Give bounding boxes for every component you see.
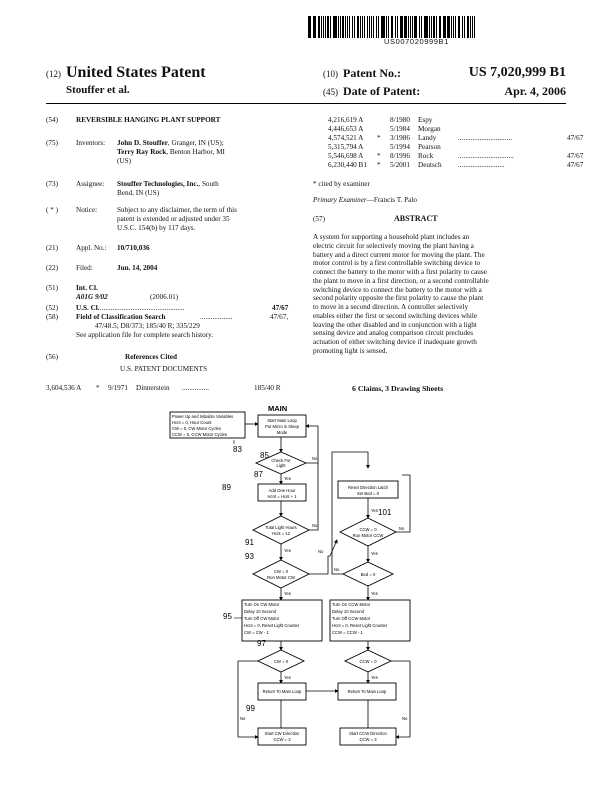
turncw-line-2: Delay 10 Second bbox=[244, 609, 277, 614]
no-label: No bbox=[240, 716, 246, 721]
yes-label: Yes bbox=[284, 548, 291, 553]
ref-91: 91 bbox=[245, 538, 254, 547]
add-line-1: Add One Hour bbox=[269, 488, 296, 493]
yes-label: Yes bbox=[371, 675, 378, 680]
ref-97: 97 bbox=[257, 639, 266, 648]
yes-label: Yes bbox=[371, 591, 378, 596]
yes-label: Yes bbox=[284, 591, 291, 596]
no-label: No bbox=[399, 526, 405, 531]
no-label: No bbox=[312, 456, 318, 461]
reset-line-1: Reset Direction Latch bbox=[348, 485, 389, 490]
ref-87: 87 bbox=[254, 470, 263, 479]
start-line-1: Start Main Loop bbox=[267, 418, 297, 423]
return-left-text: Return To Main Loop bbox=[263, 689, 302, 694]
init-line-1: Power Up and Initialize Variables bbox=[172, 414, 233, 419]
cwrun-line-1: CW = 0 bbox=[274, 569, 289, 574]
ref-89: 89 bbox=[222, 483, 231, 492]
cwzero-text: CW = 0 bbox=[274, 659, 289, 664]
total-hours-diamond bbox=[253, 516, 309, 544]
turncw-line-4: Hcnt = 0, Reset Light Counter bbox=[244, 623, 300, 628]
init-line-3: CW = 0, CW Motor Cycles bbox=[172, 426, 221, 431]
startcw-line-2: CCW = 3 bbox=[273, 737, 291, 742]
yes-label: Yes bbox=[371, 508, 378, 513]
turncw-line-5: CW = CW - 1 bbox=[244, 630, 269, 635]
check-line-2: Light bbox=[276, 463, 286, 468]
yes-label: Yes bbox=[371, 551, 378, 556]
reset-line-2: Set Bed = 0 bbox=[357, 491, 380, 496]
yes-label: Yes bbox=[284, 675, 291, 680]
yes-label: Yes bbox=[284, 476, 291, 481]
ccwrun-line-2: Run Motor CCW bbox=[353, 533, 384, 538]
no-label: No bbox=[334, 567, 340, 572]
bed-text: Bed = 0 bbox=[361, 572, 376, 577]
startccw-line-1: Start CCW Direction bbox=[349, 731, 387, 736]
ccwzero-text: CCW = 0 bbox=[359, 659, 377, 664]
start-line-2: Put Micro in Sleep bbox=[265, 424, 300, 429]
ref-99: 99 bbox=[246, 704, 255, 713]
return-right-text: Return To Main Loop bbox=[348, 689, 387, 694]
startccw-line-2: CCW = 3 bbox=[359, 737, 377, 742]
cwrun-line-2: Run Motor CW bbox=[267, 575, 295, 580]
init-line-2: Hcnt = 0, Hour Count bbox=[172, 420, 212, 425]
add-line-2: Hcnt = Hcnt + 1 bbox=[267, 494, 297, 499]
ccw-run-diamond bbox=[340, 518, 396, 546]
turnccw-line-3: Turn Off CCW Motor bbox=[332, 616, 371, 621]
turnccw-line-1: Turn On CCW Motor bbox=[332, 602, 371, 607]
flow-title: MAIN bbox=[268, 404, 287, 413]
turnccw-line-2: Delay 10 Second bbox=[332, 609, 365, 614]
ref-85: 85 bbox=[260, 451, 269, 460]
turnccw-line-5: CCW = CCW - 1 bbox=[332, 630, 363, 635]
turncw-line-3: Turn Off CW Motor bbox=[244, 616, 280, 621]
no-label: No bbox=[312, 523, 318, 528]
no-label: No bbox=[402, 716, 408, 721]
ref-101: 101 bbox=[378, 508, 392, 517]
total-line-1: Total Light Hours bbox=[265, 525, 296, 530]
ref-83: 83 bbox=[233, 445, 242, 454]
startcw-line-1: Start CW Direction bbox=[265, 731, 300, 736]
cw-run-diamond bbox=[253, 560, 309, 588]
turnccw-line-4: Hcnt = 0, Reset Light Counter bbox=[332, 623, 388, 628]
turncw-line-1: Turn On CW Motor bbox=[244, 602, 280, 607]
total-line-2: Hcnt = 12 bbox=[272, 531, 291, 536]
ref-93: 93 bbox=[245, 552, 254, 561]
start-line-3: Mode bbox=[277, 430, 288, 435]
ccwrun-line-1: CCW = 0 bbox=[359, 527, 377, 532]
init-line-4: CCW = 0, CCW Motor Cycles bbox=[172, 432, 227, 437]
ref-95: 95 bbox=[223, 612, 232, 621]
no-label: No bbox=[318, 549, 324, 554]
